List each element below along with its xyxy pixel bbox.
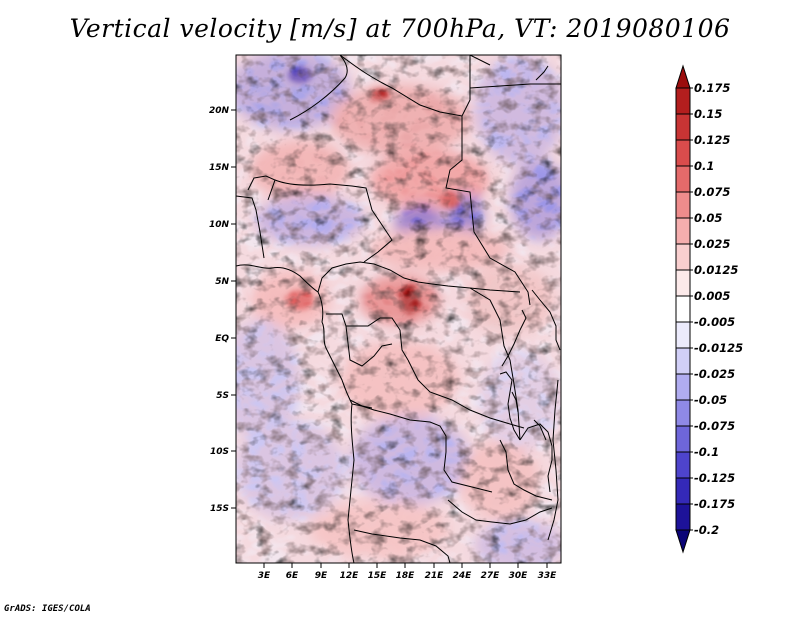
colorbar-swatch	[675, 87, 691, 115]
colorbar-label: 0.125	[694, 133, 730, 147]
colorbar-label: 0.175	[694, 81, 730, 95]
colorbar-label: -0.0125	[694, 341, 743, 355]
colorbar-label: -0.175	[694, 497, 735, 511]
lon-tick-label: 27E	[481, 571, 501, 581]
colorbar-label: -0.025	[694, 367, 735, 381]
colorbar-label: -0.005	[694, 315, 735, 329]
colorbar-swatch	[675, 477, 691, 505]
lon-tick-label: 21E	[425, 571, 445, 581]
lat-tick-label: 10N	[209, 220, 230, 230]
colorbar-label: 0.075	[694, 185, 730, 199]
lon-tick-label: 6E	[286, 571, 299, 581]
colorbar-label: -0.2	[694, 523, 719, 537]
lon-axis: 3E 6E 9E 12E 15E 18E 21E 24E 27E 30E 33E	[258, 563, 557, 581]
colorbar-swatch	[675, 165, 691, 193]
lat-axis: 20N 15N 10N 5N EQ 5S 10S 15S	[209, 106, 236, 514]
colorbar-swatches	[675, 64, 693, 554]
colorbar-label: 0.005	[694, 289, 730, 303]
lon-tick-label: 30E	[509, 571, 529, 581]
lon-tick-label: 9E	[315, 571, 328, 581]
lon-tick-label: 18E	[396, 571, 416, 581]
map-frame	[235, 54, 562, 564]
lon-tick-label: 12E	[340, 571, 360, 581]
colorbar-label: 0.05	[694, 211, 722, 225]
country-borders	[236, 55, 561, 563]
colorbar-label: -0.125	[694, 471, 735, 485]
colorbar-swatch	[675, 321, 691, 349]
colorbar-swatch	[675, 243, 691, 271]
lat-tick-label: EQ	[215, 334, 229, 344]
lon-tick-label: 24E	[453, 571, 473, 581]
colorbar-label: -0.1	[694, 445, 719, 459]
colorbar-swatch	[675, 191, 691, 219]
colorbar-label: 0.0125	[694, 263, 738, 277]
colorbar-swatch	[675, 139, 691, 167]
lat-tick-label: 20N	[209, 106, 230, 116]
lat-tick-label: 10S	[210, 447, 229, 457]
colorbar-swatch	[675, 217, 691, 245]
velocity-field	[236, 55, 561, 563]
colorbar-swatch	[675, 113, 691, 141]
lon-tick-label: 33E	[538, 571, 558, 581]
colorbar-label: 0.1	[694, 159, 714, 173]
lon-tick-label: 3E	[258, 571, 271, 581]
colorbar-swatch	[675, 295, 691, 323]
lat-tick-label: 15S	[210, 504, 229, 514]
footer-credit: GrADS: IGES/COLA	[4, 604, 91, 614]
lat-tick-label: 5N	[215, 277, 229, 287]
lon-tick-label: 15E	[368, 571, 388, 581]
colorbar-top-triangle	[675, 64, 691, 89]
colorbar-swatch	[675, 373, 691, 401]
colorbar-swatch	[675, 503, 691, 531]
chart-title: Vertical velocity [m/s] at 700hPa, VT: 2…	[69, 14, 731, 43]
lat-tick-label: 15N	[209, 163, 230, 173]
colorbar-swatch	[675, 269, 691, 297]
colorbar-label: 0.025	[694, 237, 730, 251]
colorbar-label: 0.15	[694, 107, 722, 121]
colorbar-bottom-triangle	[675, 529, 691, 554]
colorbar-swatch	[675, 425, 691, 453]
colorbar: 0.175 0.15 0.125 0.1 0.075 0.05 0.025 0.…	[675, 64, 743, 554]
colorbar-swatch	[675, 451, 691, 479]
colorbar-swatch	[675, 399, 691, 427]
lat-tick-label: 5S	[216, 391, 229, 401]
colorbar-swatch	[675, 347, 691, 375]
colorbar-label: -0.075	[694, 419, 735, 433]
colorbar-label: -0.05	[694, 393, 727, 407]
